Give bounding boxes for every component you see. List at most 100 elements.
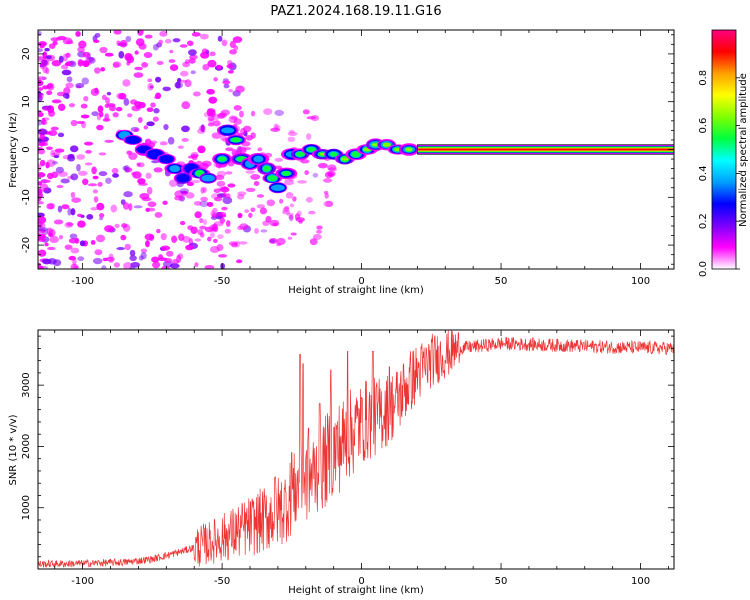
- heatmap-speckle: [76, 163, 81, 172]
- heatmap-speckle: [90, 207, 99, 211]
- heatmap-speckle: [38, 48, 43, 53]
- heatmap-speckle: [169, 64, 179, 72]
- heatmap-speckle: [221, 39, 228, 47]
- heatmap-speckle: [129, 255, 137, 262]
- heatmap-speckle: [229, 49, 238, 55]
- heatmap-speckle: [125, 35, 132, 43]
- heatmap-speckle: [164, 257, 173, 263]
- heatmap-speckle: [56, 35, 67, 41]
- heatmap-speckle: [151, 160, 160, 164]
- heatmap-speckle: [38, 92, 44, 99]
- heatmap-speckle: [62, 92, 70, 99]
- heatmap-speckle: [221, 206, 228, 211]
- heatmap-speckle: [101, 94, 107, 101]
- heatmap-speckle: [137, 162, 145, 168]
- heatmap-speckle: [245, 170, 256, 174]
- heatmap-speckle: [250, 110, 256, 117]
- heatmap-speckle: [99, 111, 104, 118]
- heatmap-speckle: [217, 234, 224, 240]
- y-tick-label: 20: [21, 48, 32, 61]
- heatmap-speckle: [144, 34, 153, 39]
- heatmap-speckle: [182, 61, 191, 68]
- heatmap-speckle: [102, 118, 111, 122]
- heatmap-speckle: [203, 111, 212, 118]
- heatmap-speckle: [211, 132, 221, 139]
- x-tick-label: 100: [631, 276, 650, 287]
- heatmap-speckle: [114, 223, 120, 229]
- heatmap-speckle: [133, 72, 144, 78]
- heatmap-speckle: [266, 199, 276, 207]
- heatmap-speckle: [182, 235, 191, 243]
- snr-ylabel: SNR (10 * v/v): [8, 414, 19, 485]
- heatmap-speckle: [82, 60, 90, 68]
- heatmap-speckle: [87, 183, 98, 187]
- heatmap-speckle: [250, 207, 256, 213]
- heatmap-speckle: [290, 232, 297, 236]
- heatmap-speckle: [99, 217, 104, 221]
- heatmap-speckle: [213, 238, 218, 244]
- colorbar-bar: [711, 29, 737, 270]
- colorbar-tick-label: 0.0: [698, 261, 709, 277]
- y-tick-label: -20: [21, 237, 32, 253]
- heatmap-speckle: [79, 240, 86, 247]
- heatmap-speckle: [38, 216, 47, 224]
- heatmap-speckle: [226, 193, 231, 199]
- heatmap-speckle: [98, 213, 105, 218]
- heatmap-speckle: [92, 175, 99, 180]
- heatmap-speckle: [327, 170, 336, 177]
- heatmap-speckle: [197, 229, 204, 236]
- heatmap-speckle: [64, 62, 72, 67]
- heatmap-speckle: [106, 91, 112, 96]
- heatmap-speckle: [98, 171, 108, 177]
- heatmap-speckle: [164, 38, 172, 44]
- snr-ticks: -100 -50 0 50 100 1000 2000 3000: [21, 330, 674, 587]
- heatmap-speckle: [200, 196, 208, 202]
- heatmap-speckle: [192, 91, 201, 97]
- heatmap-speckle: [273, 123, 279, 131]
- heatmap-speckle: [129, 249, 136, 257]
- heatmap-speckle: [194, 238, 202, 242]
- heatmap-speckle: [105, 256, 115, 262]
- heatmap-speckle: [294, 213, 301, 220]
- heatmap-blob: [270, 184, 285, 191]
- heatmap-speckle: [96, 112, 102, 121]
- heatmap-speckle: [176, 254, 182, 263]
- heatmap-speckle: [282, 209, 291, 215]
- heatmap-speckle: [222, 186, 228, 191]
- heatmap-speckle: [158, 254, 164, 260]
- heatmap-speckle: [202, 186, 207, 193]
- heatmap-speckle: [65, 82, 74, 89]
- heatmap-speckle: [116, 92, 125, 100]
- x-tick-label: -100: [71, 276, 94, 287]
- heatmap-speckle: [141, 197, 152, 202]
- heatmap-speckle: [44, 47, 50, 52]
- heatmap-speckle: [237, 212, 243, 219]
- heatmap-speckle: [46, 203, 55, 210]
- heatmap-speckle: [82, 51, 91, 58]
- carrier-line-outline: [417, 144, 674, 155]
- heatmap-blob: [341, 157, 349, 161]
- heatmap-speckle: [234, 240, 241, 248]
- heatmap-speckle: [287, 136, 296, 143]
- heatmap-speckle: [50, 149, 56, 157]
- heatmap-speckle: [243, 147, 252, 151]
- y-tick-label: 1000: [21, 495, 32, 520]
- heatmap-speckle: [145, 207, 150, 212]
- heatmap-speckle: [236, 194, 245, 200]
- heatmap-speckle: [38, 128, 48, 135]
- heatmap-speckle: [129, 266, 136, 269]
- heatmap-speckle: [127, 113, 133, 118]
- heatmap-speckle: [39, 159, 46, 167]
- heatmap-speckle: [300, 159, 310, 164]
- heatmap-speckle: [207, 116, 215, 121]
- heatmap-speckle: [70, 208, 76, 216]
- heatmap-speckle: [70, 247, 80, 254]
- heatmap-speckle: [323, 200, 334, 208]
- heatmap-speckle: [138, 255, 144, 261]
- heatmap-speckle: [53, 219, 64, 225]
- heatmap-speckle: [38, 112, 44, 118]
- heatmap-speckle: [226, 64, 234, 69]
- heatmap-speckle: [284, 205, 290, 210]
- x-tick-label: 100: [631, 576, 650, 587]
- heatmap-speckle: [123, 191, 133, 198]
